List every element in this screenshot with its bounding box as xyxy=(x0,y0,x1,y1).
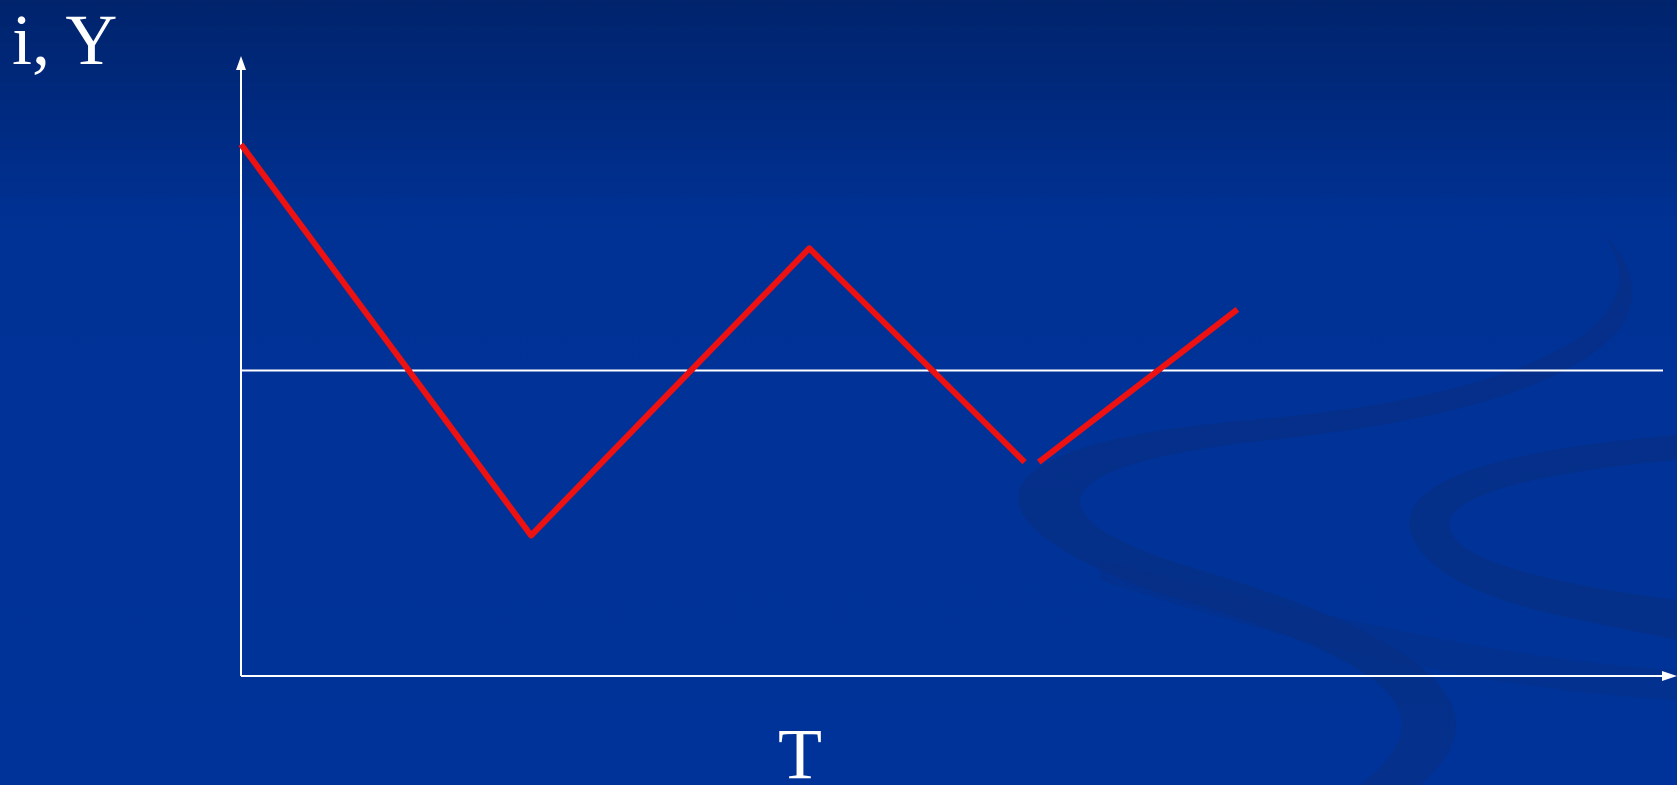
swoosh-band-2 xyxy=(1409,435,1677,640)
y-axis-arrowhead xyxy=(236,56,246,70)
series-group xyxy=(238,142,1240,539)
x-axis-label: T xyxy=(778,714,822,785)
series-line-1 xyxy=(238,142,1027,539)
swoosh-band-3 xyxy=(1100,560,1677,700)
series-line-2 xyxy=(1036,307,1240,465)
x-axis-arrowhead xyxy=(1662,671,1677,681)
y-axis-label: i, Y xyxy=(12,0,118,80)
